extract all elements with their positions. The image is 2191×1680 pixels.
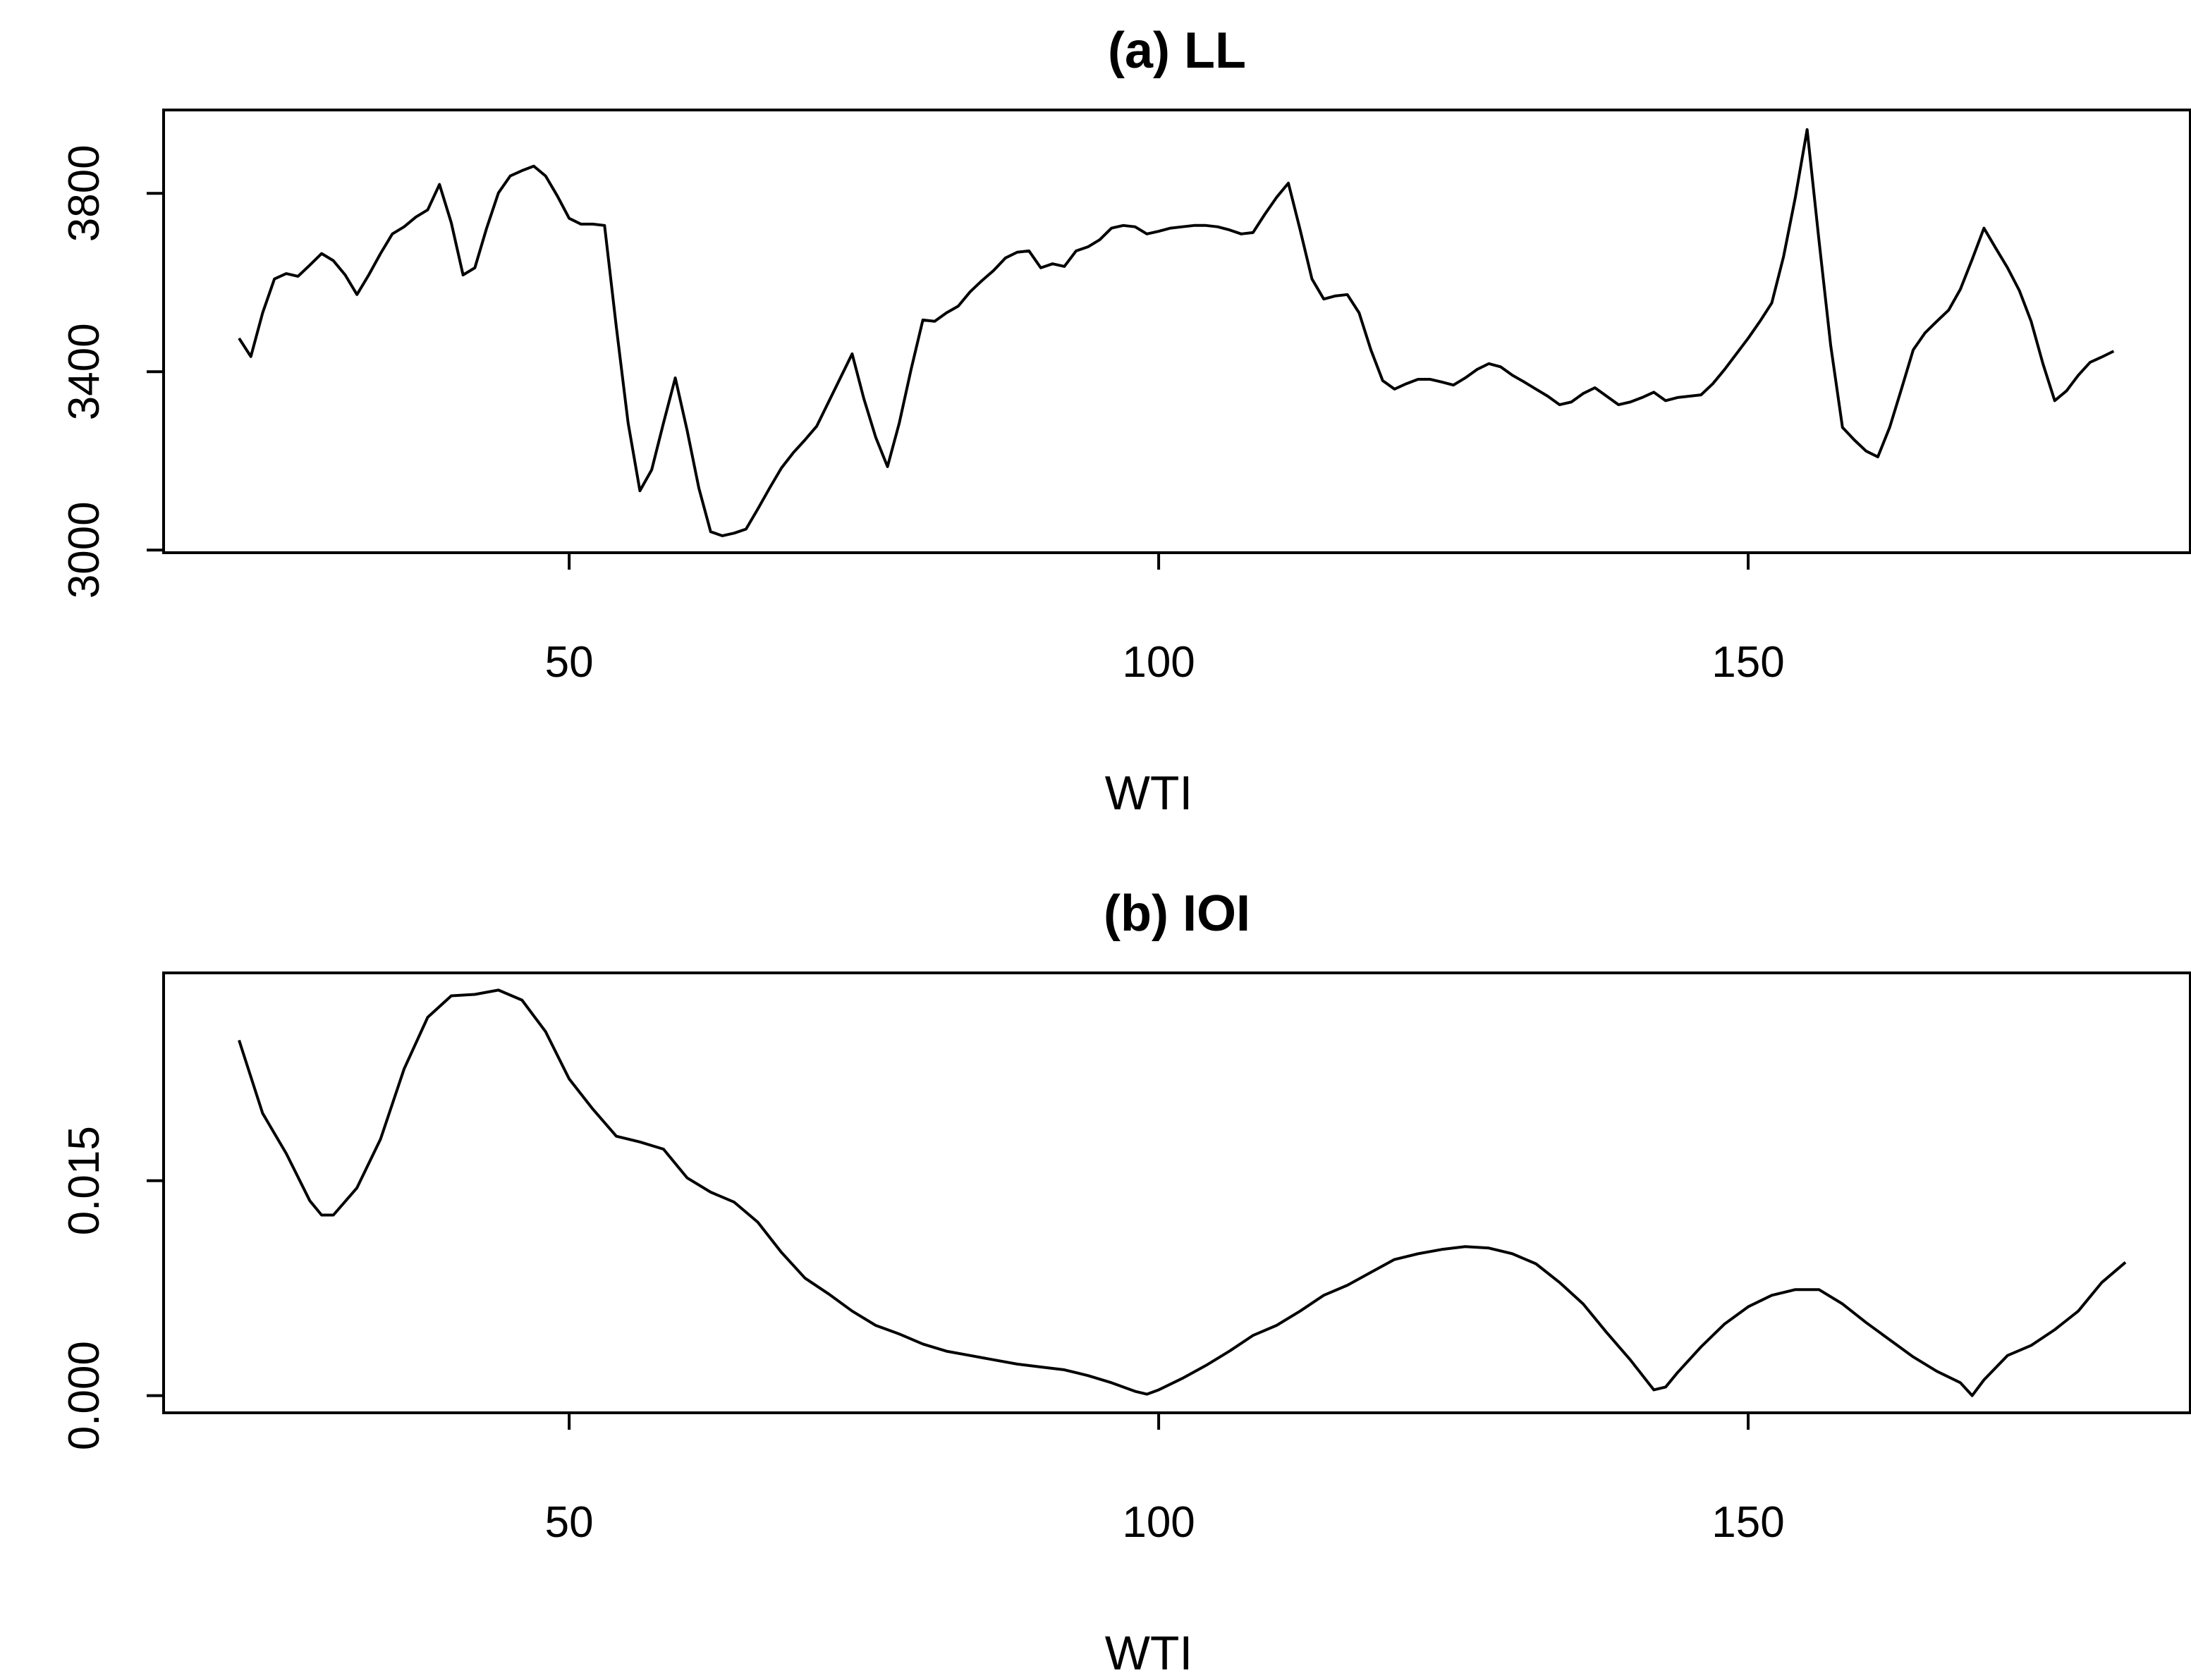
chart-title: (a) LL: [1108, 23, 1246, 79]
x-tick-label: 150: [1711, 1498, 1784, 1547]
x-tick-label: 150: [1711, 638, 1784, 687]
x-tick-label: 50: [545, 1498, 594, 1547]
data-line: [238, 128, 2115, 537]
x-tick-label: 100: [1122, 1498, 1195, 1547]
data-line: [238, 988, 2127, 1397]
plot-frame: [162, 971, 2191, 1414]
y-tick-label: 3800: [60, 145, 109, 242]
y-tick-label: 3400: [60, 323, 109, 420]
x-tick-label: 100: [1122, 638, 1195, 687]
y-tick-label: 0.015: [60, 1126, 109, 1235]
chart-title: (b) IOI: [1104, 885, 1250, 942]
x-tick-label: 50: [545, 638, 594, 687]
x-axis-label: WTI: [1105, 1626, 1193, 1680]
y-tick-label: 0.000: [60, 1341, 109, 1450]
y-tick-label: 3000: [60, 501, 109, 599]
plot-frame: [162, 109, 2191, 554]
x-axis-label: WTI: [1105, 766, 1193, 820]
